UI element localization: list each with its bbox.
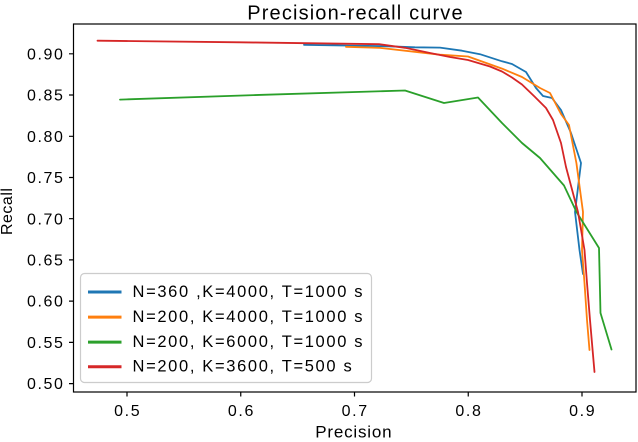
svg-text:0.85: 0.85 bbox=[27, 88, 65, 105]
svg-text:0.70: 0.70 bbox=[27, 211, 65, 228]
svg-text:0.50: 0.50 bbox=[27, 376, 65, 393]
svg-text:0.80: 0.80 bbox=[27, 129, 65, 146]
svg-text:0.6: 0.6 bbox=[228, 403, 255, 420]
svg-text:0.90: 0.90 bbox=[27, 46, 65, 63]
svg-text:0.9: 0.9 bbox=[569, 403, 596, 420]
svg-text:N=200, K=4000, T=1000 s: N=200, K=4000, T=1000 s bbox=[133, 308, 365, 326]
svg-text:0.8: 0.8 bbox=[455, 403, 482, 420]
svg-text:0.65: 0.65 bbox=[27, 253, 65, 270]
svg-text:N=360 ,K=4000, T=1000 s: N=360 ,K=4000, T=1000 s bbox=[133, 283, 365, 301]
svg-text:N=200, K=6000, T=1000 s: N=200, K=6000, T=1000 s bbox=[133, 333, 365, 351]
svg-text:0.75: 0.75 bbox=[27, 170, 65, 187]
svg-text:Precision-recall curve: Precision-recall curve bbox=[247, 3, 463, 25]
svg-text:N=200, K=3600, T=500 s: N=200, K=3600, T=500 s bbox=[133, 358, 354, 376]
svg-text:0.5: 0.5 bbox=[114, 403, 141, 420]
svg-text:0.55: 0.55 bbox=[27, 335, 65, 352]
svg-text:Recall: Recall bbox=[0, 188, 16, 235]
svg-text:0.7: 0.7 bbox=[342, 403, 369, 420]
svg-text:0.60: 0.60 bbox=[27, 294, 65, 311]
svg-text:Precision: Precision bbox=[315, 423, 392, 442]
